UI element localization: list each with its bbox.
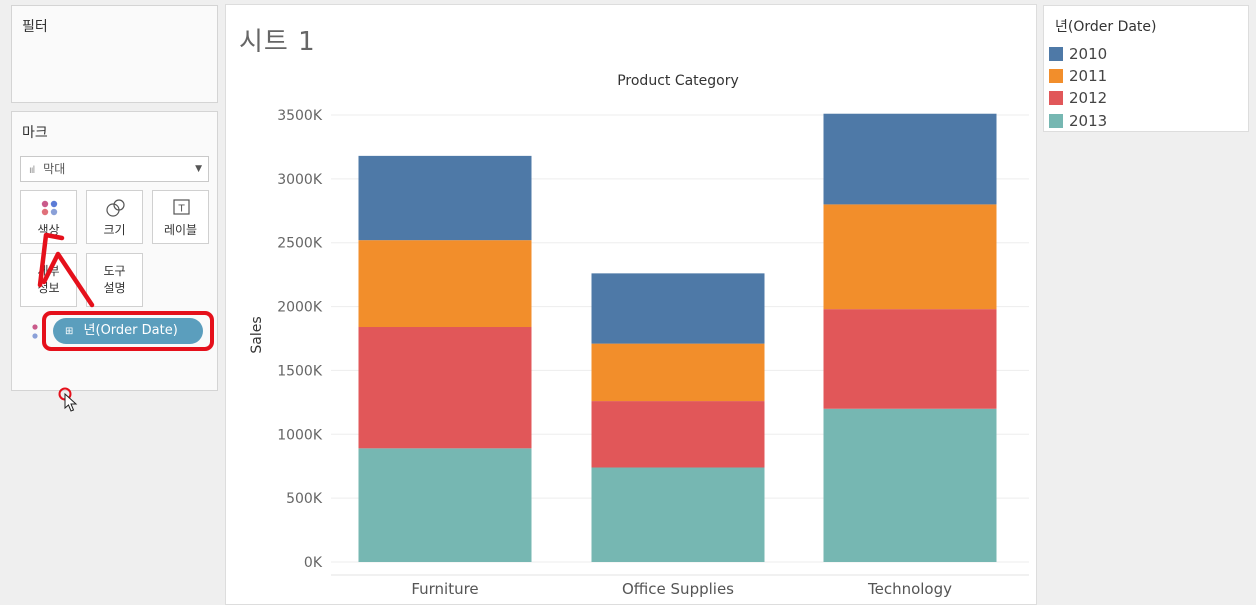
- legend-label: 2013: [1069, 112, 1108, 130]
- mark-type-label: 막대: [43, 162, 66, 176]
- label-button[interactable]: T 레이블: [152, 190, 209, 244]
- worksheet: 시트 1 0K 500K 1000K 1500K 2000K 2500K 3000K 3500…: [225, 4, 1037, 605]
- legend-label: 2011: [1069, 67, 1108, 85]
- tooltip-label-line2: 설명: [103, 281, 126, 295]
- y-tick-label: 3000K: [277, 172, 323, 188]
- highlight-box: [42, 311, 214, 351]
- y-tick-label: 1500K: [277, 363, 323, 379]
- bar-segment-2010: [591, 273, 765, 344]
- bar-segment-2013: [358, 448, 532, 562]
- legend-item-2012[interactable]: 2012: [1049, 88, 1107, 108]
- mouse-pointer-icon: [64, 393, 78, 412]
- bar-segment-2011: [358, 240, 532, 328]
- detail-button-label: 세부 정보: [21, 263, 76, 297]
- expand-plus-icon: ⊞: [65, 326, 74, 337]
- y-tick-label: 500K: [286, 491, 323, 507]
- y-tick-label: 2500K: [277, 236, 323, 252]
- text-label-icon: T: [173, 199, 190, 215]
- legend-item-2010[interactable]: 2010: [1049, 44, 1107, 64]
- y-tick-label: 2000K: [277, 300, 323, 316]
- color-legend: 년(Order Date) 2010 2011 2012 2013: [1043, 5, 1249, 132]
- legend-title: 년(Order Date): [1055, 19, 1157, 35]
- legend-label: 2012: [1069, 89, 1108, 107]
- bar-chart-icon: ııl: [29, 165, 35, 176]
- filters-shelf[interactable]: 필터: [11, 5, 218, 103]
- bar-segment-2012: [591, 401, 765, 468]
- chevron-down-icon: ▼: [195, 164, 202, 174]
- chart-title: Product Category: [617, 73, 739, 89]
- color-button[interactable]: 색상: [20, 190, 77, 244]
- bar-segment-2013: [823, 408, 997, 562]
- size-button-label: 크기: [103, 223, 126, 237]
- y-tick-label: 0K: [304, 555, 323, 571]
- stacked-bar-chart: 0K 500K 1000K 1500K 2000K 2500K 3000K 3500K Prod…: [249, 73, 1029, 598]
- detail-label-line1: 세부: [37, 264, 60, 278]
- legend-swatch: [1049, 91, 1063, 105]
- legend-swatch: [1049, 69, 1063, 83]
- bar-segment-2011: [823, 204, 997, 310]
- bar-segment-2010: [823, 113, 997, 205]
- legend-swatch: [1049, 47, 1063, 61]
- tooltip-label-line1: 도구: [103, 264, 126, 278]
- bar-segment-2013: [591, 467, 765, 562]
- x-tick-label: Technology: [867, 580, 952, 598]
- mark-type-dropdown[interactable]: ııl 막대 ▼: [20, 156, 209, 182]
- y-tick-label: 3500K: [277, 108, 323, 124]
- tooltip-button-label: 도구 설명: [87, 263, 142, 297]
- color-palette-icon: [41, 200, 58, 216]
- bar-segment-2011: [591, 343, 765, 402]
- detail-button[interactable]: 세부 정보: [20, 253, 77, 307]
- y-axis-label: Sales: [249, 316, 265, 353]
- tooltip-button[interactable]: 도구 설명: [86, 253, 143, 307]
- bar-segment-2010: [358, 155, 532, 241]
- x-tick-label: Office Supplies: [622, 580, 734, 598]
- color-button-label: 색상: [37, 223, 60, 237]
- filters-title: 필터: [22, 19, 48, 35]
- y-tick-label: 1000K: [277, 427, 323, 443]
- legend-item-2011[interactable]: 2011: [1049, 66, 1107, 86]
- legend-item-2013[interactable]: 2013: [1049, 111, 1107, 131]
- legend-swatch: [1049, 114, 1063, 128]
- size-icon: [106, 199, 125, 217]
- svg-text:T: T: [177, 204, 185, 215]
- legend-label: 2010: [1069, 45, 1108, 63]
- color-encoding-icon: [32, 324, 38, 339]
- order-date-year-pill[interactable]: ⊞ 년(Order Date): [53, 318, 203, 344]
- detail-label-line2: 정보: [37, 281, 60, 295]
- bar-segment-2012: [823, 309, 997, 409]
- bar-segment-2012: [358, 327, 532, 449]
- pill-label: 년(Order Date): [83, 323, 178, 338]
- label-button-label: 레이블: [163, 223, 198, 237]
- sheet-title: 시트 1: [239, 27, 316, 57]
- size-button[interactable]: 크기: [86, 190, 143, 244]
- x-tick-label: Furniture: [411, 580, 478, 598]
- marks-title: 마크: [22, 125, 48, 141]
